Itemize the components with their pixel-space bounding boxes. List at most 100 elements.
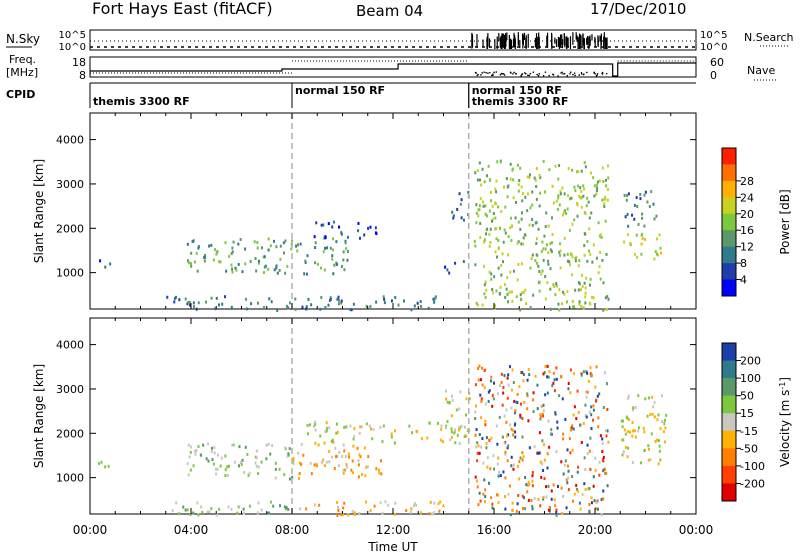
range-cell [394,429,397,433]
range-cell [299,242,302,246]
range-cell [562,437,565,441]
colorbar-tick-label: 16 [740,224,754,237]
range-cell [555,513,558,517]
y-axis-label: Slant Range [km] [32,159,46,263]
range-cell [372,427,375,431]
range-cell [555,377,558,381]
range-cell [551,216,554,220]
range-cell [597,416,600,420]
range-cell [413,304,416,308]
range-cell [352,302,355,306]
range-cell [194,449,197,453]
range-cell [522,373,525,377]
range-cell [474,171,477,175]
range-cell [345,247,348,251]
range-cell [521,451,524,455]
range-cell [242,507,245,511]
range-cell [484,204,487,208]
range-cell [553,378,556,382]
range-cell [659,251,662,255]
range-cell [444,265,447,269]
range-cell [338,298,341,302]
range-cell [492,291,495,295]
range-cell [413,502,416,506]
range-cell [659,246,662,250]
range-cell [659,458,662,462]
range-cell [568,437,571,441]
range-cell [636,205,639,209]
nave-point [503,74,506,76]
range-cell [576,389,579,393]
range-cell [583,281,586,285]
range-cell [366,465,369,469]
range-cell [658,449,661,453]
y-tick-label: 4000 [56,339,84,352]
range-cell [567,476,570,480]
range-cell [344,455,347,459]
range-cell [342,471,345,475]
range-cell [215,296,218,300]
range-cell [239,237,242,241]
range-cell [282,251,285,255]
range-cell [537,451,540,455]
range-cell [479,236,482,240]
range-cell [476,451,479,455]
range-cell [605,178,608,182]
range-cell [285,506,288,510]
range-cell [456,433,459,437]
range-cell [499,227,502,231]
colorbar-swatch [722,263,736,281]
range-cell [437,502,440,506]
range-cell [347,452,350,456]
range-cell [339,512,342,516]
range-cell [606,429,609,433]
range-cell [602,308,605,312]
range-cell [592,296,595,300]
range-cell [267,248,270,252]
range-cell [576,470,579,474]
nave-point [566,74,569,77]
range-cell [274,467,277,471]
range-cell [557,196,560,200]
range-cell [532,410,535,414]
range-cell [488,481,491,485]
colorbar-swatch [722,483,736,502]
range-cell [511,501,514,505]
range-cell [588,486,591,490]
range-cell [574,189,577,193]
colorbar-swatch [722,148,736,165]
range-cell [310,303,313,307]
range-cell [331,438,334,442]
range-cell [575,487,578,491]
range-cell [541,414,544,418]
range-cell [369,304,372,308]
range-cell [282,241,285,245]
range-cell [312,425,315,429]
range-cell [546,281,549,285]
range-cell [512,269,515,273]
range-cell [384,500,387,504]
range-cell [214,467,217,471]
range-cell [577,288,580,292]
range-cell [525,483,528,487]
range-cell [570,428,573,432]
nave-point [488,71,491,74]
range-cell [214,248,217,252]
range-cell [604,195,607,199]
range-cell [528,175,531,179]
colorbar-tick-label: -100 [740,460,765,473]
range-cell [504,231,507,235]
range-cell [208,510,211,514]
range-cell [556,420,559,424]
range-cell [549,242,552,246]
range-cell [597,271,600,275]
range-cell [590,373,593,377]
range-cell [485,442,488,446]
range-cell [497,266,500,270]
range-cell [589,372,592,376]
range-cell [327,303,330,307]
range-cell [166,295,169,299]
range-cell [190,264,193,268]
range-cell [503,283,506,287]
range-cell [205,300,208,304]
